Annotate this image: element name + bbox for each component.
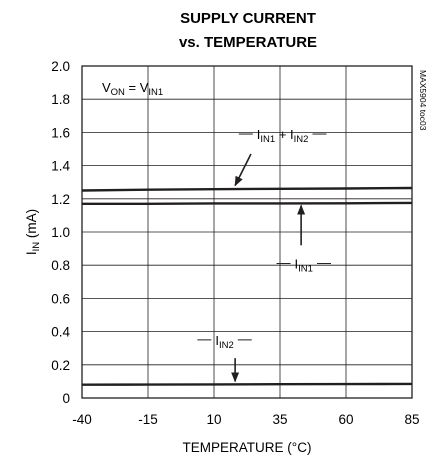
y-tick-label: 2.0 xyxy=(51,59,70,74)
y-tick-label: 0.4 xyxy=(51,325,70,340)
series-label-0-part-2: + I xyxy=(275,127,293,142)
series-label-1-part-0: I xyxy=(295,257,299,272)
series-label-2-part-0: I xyxy=(215,333,219,348)
series-label-2-part-1: IN2 xyxy=(219,340,234,351)
series-line-1 xyxy=(82,201,413,206)
series-line-0 xyxy=(81,186,413,192)
y-axis-label-main: I xyxy=(24,251,39,255)
x-tick-label: 35 xyxy=(272,412,287,427)
y-tick-label: 1.0 xyxy=(51,225,70,240)
series-arrow-0 xyxy=(234,153,252,187)
y-tick-label: 1.8 xyxy=(51,92,70,107)
series-line-2 xyxy=(81,382,413,386)
y-tick-labels: 0 0.2 0.4 0.6 0.8 1.0 1.2 1.4 1.6 1.8 2.0 xyxy=(51,59,70,406)
chart-title-line-1: SUPPLY CURRENT xyxy=(180,10,316,27)
series-label-2: IIN2 xyxy=(215,333,233,351)
series-label-0: IIN1 + IIN2 xyxy=(257,127,309,145)
condition-part-1: ON xyxy=(111,87,125,98)
y-tick-label: 0.8 xyxy=(51,258,70,273)
series-label-1: IIN1 xyxy=(295,257,313,275)
x-axis-label: TEMPERATURE (°C) xyxy=(183,440,312,455)
condition-part-2: = V xyxy=(125,80,149,95)
y-tick-label: 0 xyxy=(62,391,70,406)
chart-title-line-2: vs. TEMPERATURE xyxy=(179,34,317,51)
series-label-0-part-3: IN2 xyxy=(294,134,309,145)
plot-frame xyxy=(81,65,413,399)
figure-id-tag: MAX5904 toc03 xyxy=(418,70,428,131)
y-axis-label: IIN (mA) xyxy=(24,209,42,255)
y-tick-label: 1.6 xyxy=(51,125,70,140)
condition-part-3: IN1 xyxy=(148,87,163,98)
series-label-0-part-0: I xyxy=(257,127,261,142)
x-tick-labels: -40 -15 10 35 60 85 xyxy=(72,412,419,427)
series-label-1-part-1: IN1 xyxy=(298,264,313,275)
series-label-0-part-1: IN1 xyxy=(260,134,275,145)
x-tick-label: -40 xyxy=(72,412,92,427)
x-tick-label: 85 xyxy=(404,412,419,427)
y-tick-label: 1.4 xyxy=(51,159,70,174)
x-tick-label: 10 xyxy=(206,412,221,427)
data-series xyxy=(81,186,413,386)
grid-lines xyxy=(81,65,413,399)
x-tick-label: -15 xyxy=(138,412,158,427)
y-axis-label-subscript: IN xyxy=(31,242,42,252)
y-tick-label: 0.2 xyxy=(51,358,70,373)
x-tick-label: 60 xyxy=(338,412,353,427)
y-tick-label: 1.2 xyxy=(51,192,70,207)
test-condition-label: VON = VIN1 xyxy=(102,80,163,98)
y-axis-label-unit: (mA) xyxy=(24,209,39,242)
y-tick-label: 0.6 xyxy=(51,291,70,306)
condition-part-0: V xyxy=(102,80,111,95)
